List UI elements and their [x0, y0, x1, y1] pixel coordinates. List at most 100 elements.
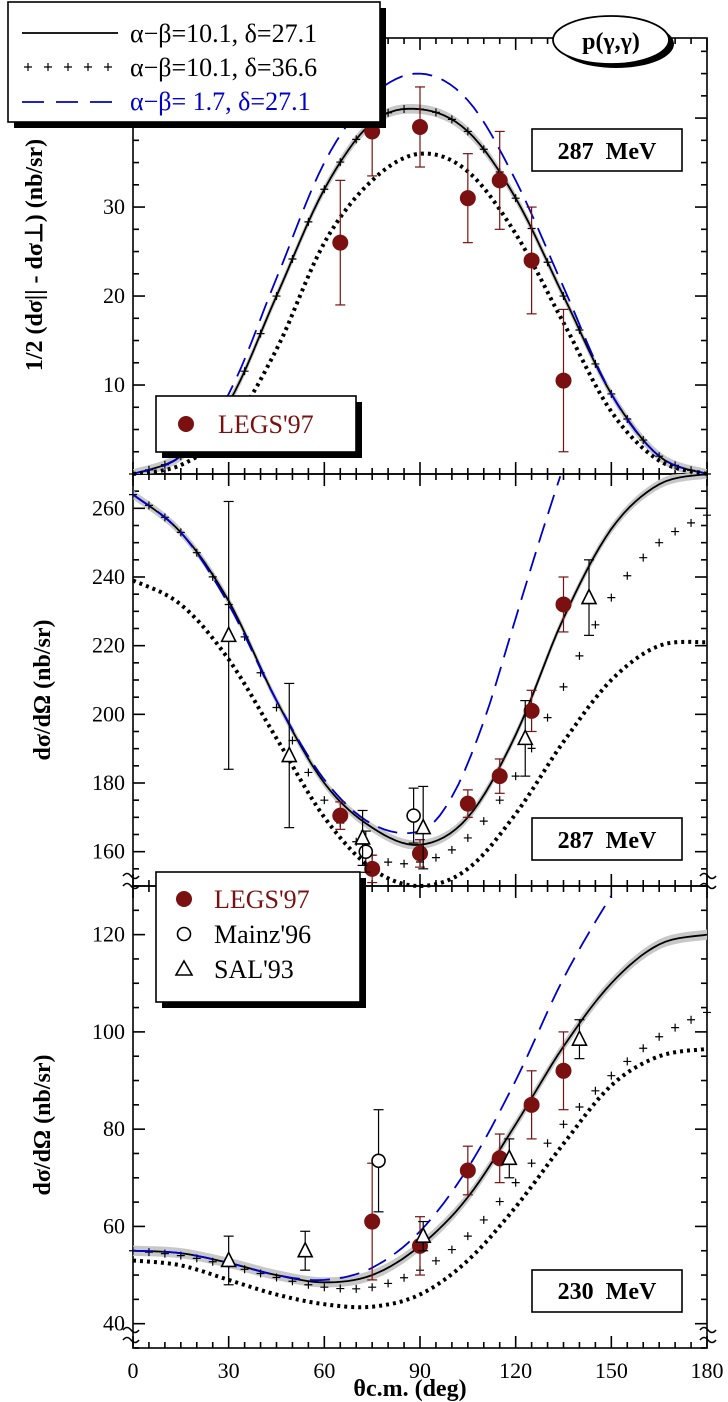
sal93-point [516, 728, 534, 746]
legend-mainz-label: Mainz'96 [214, 920, 311, 949]
legs97-point [555, 372, 572, 389]
plus-mark [400, 859, 409, 868]
plus-mark [639, 1044, 648, 1053]
points-layer [220, 86, 598, 1286]
plus-mark [511, 772, 520, 781]
plus-mark [368, 1283, 377, 1292]
legend-sal-label: SAL'93 [214, 955, 294, 984]
plus-mark [527, 744, 536, 753]
plus-mark [655, 1032, 664, 1041]
legs97-point [364, 1213, 381, 1230]
energy-label-bottom-text: 230 MeV [558, 1279, 657, 1305]
plus-mark [256, 329, 265, 338]
legend-legs-label-bottom: LEGS'97 [214, 885, 310, 914]
plus-mark [240, 1265, 249, 1274]
plus-mark [384, 858, 393, 867]
plus-mark [463, 127, 472, 136]
plus-mark [272, 292, 281, 301]
reaction-label: p(γ,γ) [552, 15, 674, 68]
x-tick-label: 150 [595, 1358, 628, 1383]
y-tick-label: 40 [103, 1311, 125, 1336]
plus-mark [607, 1071, 616, 1080]
plus-mark [447, 115, 456, 124]
legend-legs-label-top: LEGS'97 [218, 410, 314, 439]
plus-mark [304, 1280, 313, 1289]
plus-mark [320, 796, 329, 805]
plus-mark [208, 1257, 217, 1266]
legs97-point [523, 1096, 540, 1113]
plus-mark [623, 1057, 632, 1066]
plus-mark [687, 518, 696, 527]
legs97-point [459, 190, 476, 207]
mainz96-point [358, 844, 374, 859]
legend-plus-mark [64, 63, 72, 71]
plus-mark [240, 367, 249, 376]
sal93-point [280, 745, 298, 763]
xlabel: θc.m. (deg) [353, 1376, 466, 1402]
plus-mark [479, 817, 488, 826]
legs97-point [491, 768, 508, 785]
legend-bottom-data: LEGS'97 Mainz'96 SAL'93 [155, 871, 366, 1008]
sal93-point [414, 1226, 432, 1243]
legs97-point [412, 845, 428, 862]
legs97-point [332, 234, 349, 251]
plus-mark [575, 651, 584, 660]
legs97-point [332, 807, 349, 824]
plus-mark [623, 571, 632, 580]
plus-mark [703, 511, 711, 520]
y-tick-label: 80 [103, 1116, 125, 1141]
y-tick-label: 220 [92, 633, 125, 658]
series-solid-curve [132, 473, 708, 846]
plus-mark [352, 1284, 361, 1293]
plus-mark [575, 1103, 584, 1111]
energy-label-middle-text: 287 MeV [558, 828, 657, 854]
sal93-point [220, 1250, 237, 1268]
plus-mark [320, 185, 329, 194]
series-plus-marks [129, 1008, 711, 1293]
plus-mark [687, 1015, 696, 1024]
series-dashed-curve [132, 72, 708, 475]
plus-mark [527, 1159, 536, 1168]
plus-mark [639, 553, 648, 562]
legs97-point [364, 860, 381, 877]
x-tick-label: 30 [218, 1358, 240, 1383]
series-plus-marks [129, 490, 711, 868]
legs97-point [491, 172, 508, 189]
legend-legs-marker [178, 416, 194, 432]
x-tick-label: 120 [499, 1358, 532, 1383]
axis-break-marks [122, 872, 717, 1344]
legend-theory-2: α−β=10.1, δ=36.6 [130, 53, 317, 82]
plus-mark [304, 768, 313, 777]
plus-mark [336, 1284, 345, 1293]
plus-mark [639, 436, 648, 445]
plus-mark [479, 145, 488, 154]
sal93-point [500, 1148, 518, 1166]
plus-mark [431, 1256, 440, 1265]
legend-plus-marks [24, 63, 112, 71]
y-tick-label: 180 [92, 770, 125, 795]
legend-plus-mark [104, 63, 112, 71]
plus-mark [384, 1279, 393, 1288]
sal93-point [414, 817, 432, 835]
legs97-point [523, 702, 540, 719]
plus-mark [447, 845, 456, 854]
legs97-point [555, 1062, 572, 1079]
plus-mark [559, 1120, 568, 1129]
y-tick-label: 30 [103, 194, 125, 219]
plus-mark [575, 325, 584, 334]
y-tick-label: 160 [92, 839, 125, 864]
sal93-point [354, 828, 371, 845]
legs97-point [412, 118, 428, 135]
plus-mark [479, 1215, 488, 1224]
plus-mark [431, 853, 440, 862]
legend-top-data: LEGS'97 [155, 395, 362, 458]
ylabel-bottom: dσ/dΩ (nb/sr) [30, 1055, 56, 1196]
plus-mark [400, 1273, 409, 1282]
plus-mark [336, 158, 345, 167]
plus-mark [463, 833, 472, 842]
sal93-point [296, 1240, 314, 1258]
plus-mark [272, 1273, 281, 1282]
legend-legs-marker-bottom [176, 891, 192, 907]
uncertainty-band [133, 929, 707, 1288]
